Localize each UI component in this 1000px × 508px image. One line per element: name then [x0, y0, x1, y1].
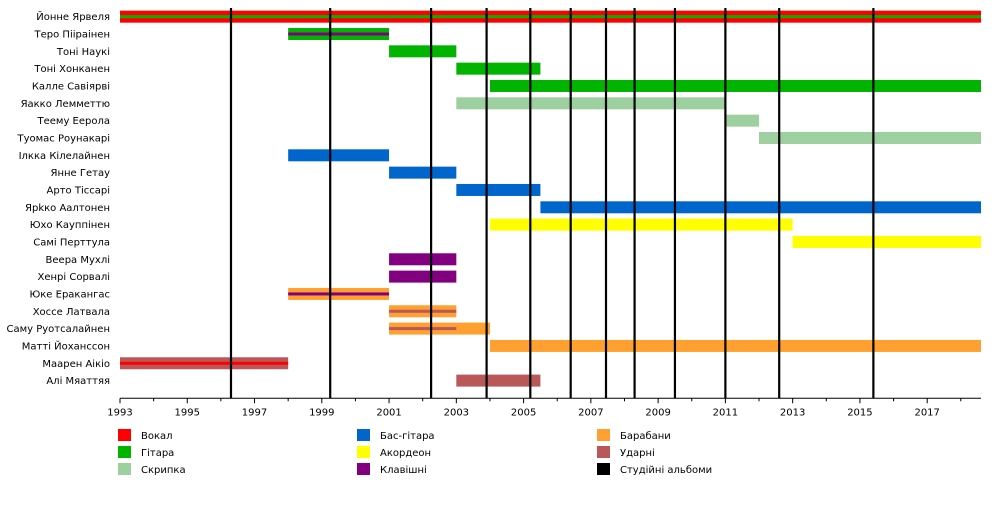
- bar-guitar: [389, 45, 457, 58]
- bar-violin: [456, 97, 726, 110]
- member-bars: [120, 8, 981, 399]
- legend-label-accordion: Акордеон: [380, 448, 431, 459]
- bar-sub-guitar: [120, 15, 981, 19]
- legend-swatch-bass: [357, 429, 370, 441]
- bar-bass: [540, 201, 981, 214]
- bar-guitar: [456, 62, 541, 75]
- x-tick-label: 2007: [578, 407, 603, 418]
- member-label: Юхо Кауппінен: [30, 219, 110, 231]
- legend-label-guitar: Гітара: [141, 447, 174, 459]
- legend-swatch-violin: [118, 463, 131, 475]
- member-labels: Йонне Ярвеля Теро Пііраінен Тоні Наукі Тоні…: [6, 10, 110, 387]
- x-tick-label: 2009: [645, 407, 670, 418]
- x-tick-label: 2011: [713, 407, 738, 418]
- member-label: Саму Руотсалайнен: [6, 324, 110, 335]
- bar-sub-keys: [288, 32, 390, 36]
- bar-keys: [389, 270, 457, 283]
- bar-keys: [389, 253, 457, 266]
- legend: Вокал Гітара Скрипка Бас-гітара Акордеон Клав…: [118, 429, 712, 476]
- member-label: Хоссе Латвала: [33, 307, 110, 318]
- bar-sub-keys: [288, 292, 390, 296]
- legend-label-bass: Бас-гітара: [380, 430, 435, 442]
- bar-accordion: [792, 235, 981, 248]
- x-tick-label: 1993: [107, 407, 132, 418]
- member-label: Янне Гетау: [51, 168, 111, 179]
- legend-swatch-perc: [597, 446, 610, 458]
- x-tick-label: 2003: [444, 407, 469, 418]
- x-tick-label: 2013: [780, 407, 805, 418]
- member-label: Тоні Наукі: [56, 46, 110, 58]
- x-tick-label: 1999: [309, 407, 334, 418]
- legend-label-vocal: Вокал: [141, 431, 173, 442]
- member-label: Алі Мяаттяя: [46, 375, 110, 387]
- x-tick-label: 2001: [376, 407, 401, 418]
- member-label: Самі Перттула: [33, 236, 110, 248]
- member-label: Хенрі Сорвалі: [38, 271, 111, 283]
- member-label: Матті Йоханссон: [22, 339, 110, 352]
- legend-swatch-accordion: [357, 446, 370, 458]
- legend-swatch-guitar: [118, 446, 131, 458]
- legend-label-keys: Клавішні: [380, 464, 427, 476]
- bar-bass: [389, 166, 457, 179]
- bar-guitar: [489, 79, 981, 92]
- member-label: Яакко Лемметтю: [21, 99, 110, 110]
- bar-drums: [489, 339, 981, 352]
- bar-violin: [759, 131, 981, 144]
- legend-swatch-keys: [357, 463, 370, 475]
- member-label: Юке Еракангас: [29, 289, 110, 300]
- legend-label-drums: Барабани: [620, 431, 671, 442]
- legend-label-albums: Студійні альбоми: [620, 464, 712, 476]
- member-label: Йонне Ярвеля: [36, 10, 110, 23]
- member-label: Ілкка Кілелайнен: [19, 150, 110, 162]
- bar-sub-vocal: [120, 361, 289, 365]
- bar-sub-perc: [389, 309, 457, 313]
- bar-sub-perc: [389, 327, 457, 331]
- x-axis: 1993 1995 1997 1999 2001 2003 2005 2007 2009 2011…: [107, 397, 981, 418]
- bar-violin: [725, 114, 760, 127]
- legend-swatch-albums: [597, 463, 610, 475]
- bar-perc: [456, 374, 541, 387]
- x-tick-label: 1997: [242, 407, 267, 418]
- member-label: Маарен Аікіо: [42, 358, 110, 370]
- x-tick-label: 2005: [511, 407, 536, 418]
- member-label: Калле Савіярві: [32, 80, 110, 92]
- legend-swatch-vocal: [118, 429, 131, 441]
- member-label: Веера Мухлі: [46, 254, 110, 266]
- legend-label-violin: Скрипка: [141, 465, 186, 476]
- member-label: Арто Тіссарі: [47, 184, 110, 196]
- member-label: Теро Пііраінен: [34, 28, 110, 40]
- x-tick-label: 1995: [175, 407, 200, 418]
- x-tick-label: 2017: [914, 407, 939, 418]
- bar-bass: [288, 149, 390, 162]
- member-label: Туомас Роунакарі: [16, 132, 110, 144]
- legend-swatch-drums: [597, 429, 610, 441]
- member-label: Ярkко Аалтонен: [25, 203, 110, 214]
- x-tick-label: 2015: [847, 407, 872, 418]
- member-label: Теему Еерола: [36, 116, 110, 127]
- bar-accordion: [489, 218, 793, 231]
- member-label: Тоні Хонканен: [33, 63, 110, 75]
- bar-bass: [456, 183, 541, 196]
- legend-label-perc: Ударні: [620, 447, 655, 459]
